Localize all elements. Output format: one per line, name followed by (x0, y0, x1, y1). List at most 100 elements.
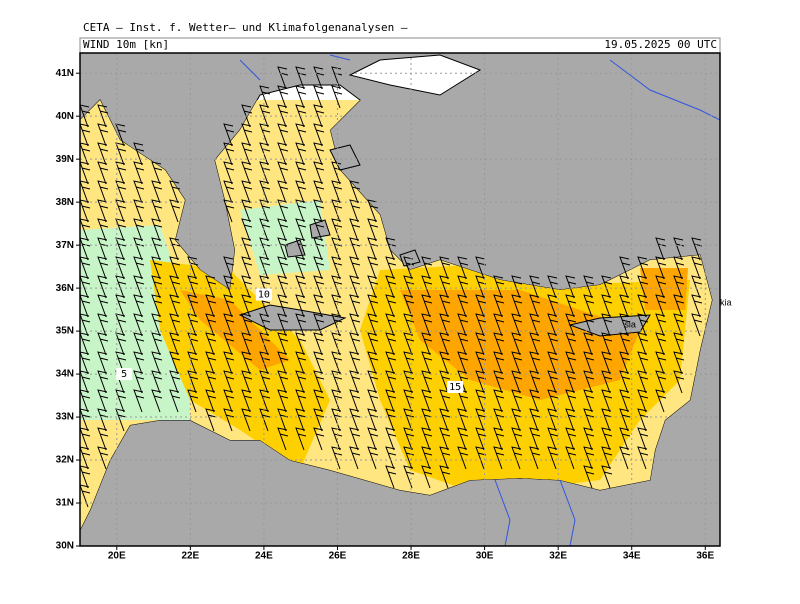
wind-barb (439, 313, 451, 337)
wind-barb (691, 294, 703, 318)
wind-barb (601, 427, 613, 451)
wind-barb (331, 332, 343, 356)
wind-barb (133, 199, 145, 223)
wind-barb (277, 123, 289, 147)
wind-barb (385, 427, 397, 451)
y-tick-label: 32N (56, 455, 74, 466)
wind-barb (349, 332, 361, 356)
wind-barb (655, 370, 667, 394)
wind-barb (313, 389, 325, 413)
x-tick-label: 30E (476, 551, 494, 562)
wind-barb (529, 408, 541, 432)
wind-barb (349, 275, 361, 299)
wind-barb (277, 142, 289, 166)
wind-barb (367, 313, 379, 337)
wind-barb (133, 332, 145, 356)
wind-barb (385, 332, 397, 356)
wind-barb (655, 294, 667, 318)
wind-barb (80, 142, 91, 166)
y-tick-label: 36N (56, 283, 74, 294)
wind-barb (295, 408, 307, 432)
wind-barb (241, 351, 253, 375)
wind-barb (601, 294, 613, 318)
wind-barb (367, 389, 379, 413)
wind-barb (313, 294, 325, 318)
wind-barb (529, 332, 541, 356)
x-tick-label: 28E (402, 551, 420, 562)
wind-barb (169, 180, 181, 204)
wind-barb (115, 275, 127, 299)
wind-barb (115, 351, 127, 375)
wind-barb (601, 370, 613, 394)
wind-barb (601, 351, 613, 375)
wind-barb (421, 370, 433, 394)
y-tick-label: 38N (56, 197, 74, 208)
x-tick-label: 36E (696, 551, 714, 562)
shade-orange (400, 290, 640, 400)
wind-barb (169, 370, 181, 394)
wind-barb (259, 104, 271, 128)
wind-barb (421, 294, 433, 318)
wind-barb (547, 275, 559, 299)
wind-barb (295, 218, 307, 242)
wind-barb (457, 275, 469, 299)
wind-barb (313, 180, 325, 204)
wind-barb (547, 446, 559, 470)
wind-barb (205, 294, 217, 318)
wind-barb (241, 256, 253, 280)
wind-barb (223, 408, 235, 432)
wind-barb (349, 294, 361, 318)
wind-barb (583, 332, 595, 356)
wind-barb (619, 408, 631, 432)
y-tick-label: 33N (56, 412, 74, 423)
wind-barb (80, 294, 91, 318)
wind-barb (619, 351, 631, 375)
wind-barb (313, 142, 325, 166)
wind-barb (385, 313, 397, 337)
wind-barb (295, 275, 307, 299)
wind-barb (511, 332, 523, 356)
wind-barb (115, 389, 127, 413)
wind-barb (295, 294, 307, 318)
wind-barb (115, 218, 127, 242)
wind-barb (259, 218, 271, 242)
wind-barb (421, 465, 433, 489)
wind-barb (277, 199, 289, 223)
wind-barb (691, 313, 703, 337)
wind-barb (241, 237, 253, 261)
wind-barb (331, 256, 343, 280)
wind-barb (97, 294, 109, 318)
wind-barb (565, 408, 577, 432)
wind-barb (583, 446, 595, 470)
wind-barb (223, 389, 235, 413)
wind-barb (349, 446, 361, 470)
wind-barb (97, 427, 109, 451)
contour-label-bg (447, 380, 464, 393)
wind-barb (151, 180, 163, 204)
wind-barb (565, 389, 577, 413)
wind-barb (187, 332, 199, 356)
wind-barb (493, 446, 505, 470)
wind-barb (565, 446, 577, 470)
wind-barb (187, 313, 199, 337)
wind-barb (169, 294, 181, 318)
wind-barb (80, 199, 91, 223)
wind-barb (187, 294, 199, 318)
wind-barb (97, 446, 109, 470)
wind-barb (205, 332, 217, 356)
wind-barb (97, 389, 109, 413)
wind-barb (655, 313, 667, 337)
wind-barb (529, 351, 541, 375)
wind-barb (187, 389, 199, 413)
wind-barb (295, 180, 307, 204)
wind-barb (115, 408, 127, 432)
wind-barb (655, 256, 667, 280)
wind-barb (277, 427, 289, 451)
wind-barb (493, 351, 505, 375)
wind-barb (313, 199, 325, 223)
wind-barb (241, 370, 253, 394)
wind-barb (331, 427, 343, 451)
wind-barb (349, 218, 361, 242)
x-tick-label: 34E (623, 551, 641, 562)
wind-barb (313, 275, 325, 299)
